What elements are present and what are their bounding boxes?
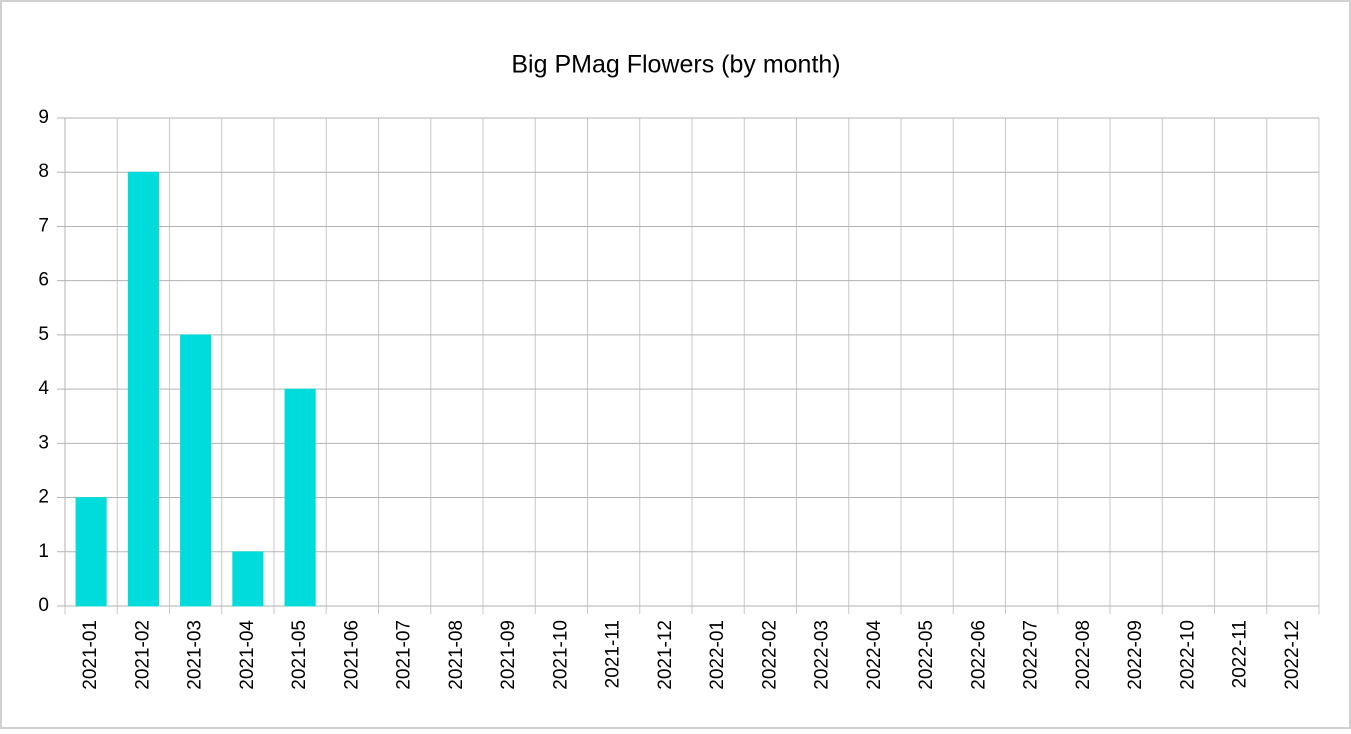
bar <box>127 171 159 607</box>
y-tick-label: 1 <box>38 541 49 562</box>
x-tick-label: 2021-09 <box>498 620 519 690</box>
bar <box>75 497 107 607</box>
y-tick-label: 6 <box>38 270 49 291</box>
x-tick-label: 2021-01 <box>80 620 101 690</box>
chart-title: Big PMag Flowers (by month) <box>511 51 840 79</box>
x-tick-label: 2022-04 <box>864 620 885 690</box>
x-tick-label: 2022-05 <box>916 620 937 690</box>
bar <box>284 388 316 607</box>
x-tick-label: 2021-05 <box>289 620 310 690</box>
x-tick-label: 2022-06 <box>968 620 989 690</box>
y-tick-label: 7 <box>38 215 49 236</box>
x-tick-label: 2022-11 <box>1230 620 1251 688</box>
bar <box>180 334 212 607</box>
y-tick-label: 3 <box>38 432 49 453</box>
y-tick-label: 9 <box>38 107 49 128</box>
y-tick-label: 0 <box>38 595 49 616</box>
x-tick-label: 2021-07 <box>394 620 415 690</box>
x-tick-label: 2021-03 <box>185 620 206 690</box>
y-tick-label: 5 <box>38 324 49 345</box>
x-tick-label: 2022-09 <box>1125 620 1146 690</box>
x-tick-label: 2021-02 <box>132 620 153 690</box>
x-tick-label: 2022-02 <box>759 620 780 690</box>
y-tick-label: 2 <box>38 487 49 508</box>
x-tick-label: 2022-01 <box>707 620 728 690</box>
x-tick-label: 2021-10 <box>550 620 571 690</box>
x-tick-label: 2021-08 <box>446 620 467 690</box>
x-tick-label: 2022-12 <box>1282 620 1303 690</box>
x-tick-label: 2021-04 <box>237 620 258 690</box>
x-tick-label: 2021-06 <box>341 620 362 690</box>
x-tick-label: 2021-12 <box>655 620 676 690</box>
x-tick-label: 2021-11 <box>603 620 624 688</box>
x-tick-label: 2022-08 <box>1073 620 1094 690</box>
x-tick-label: 2022-07 <box>1021 620 1042 690</box>
y-tick-label: 4 <box>38 378 49 399</box>
bar <box>232 551 264 607</box>
y-tick-label: 8 <box>38 161 49 182</box>
x-tick-label: 2022-10 <box>1177 620 1198 690</box>
x-tick-label: 2022-03 <box>812 620 833 690</box>
